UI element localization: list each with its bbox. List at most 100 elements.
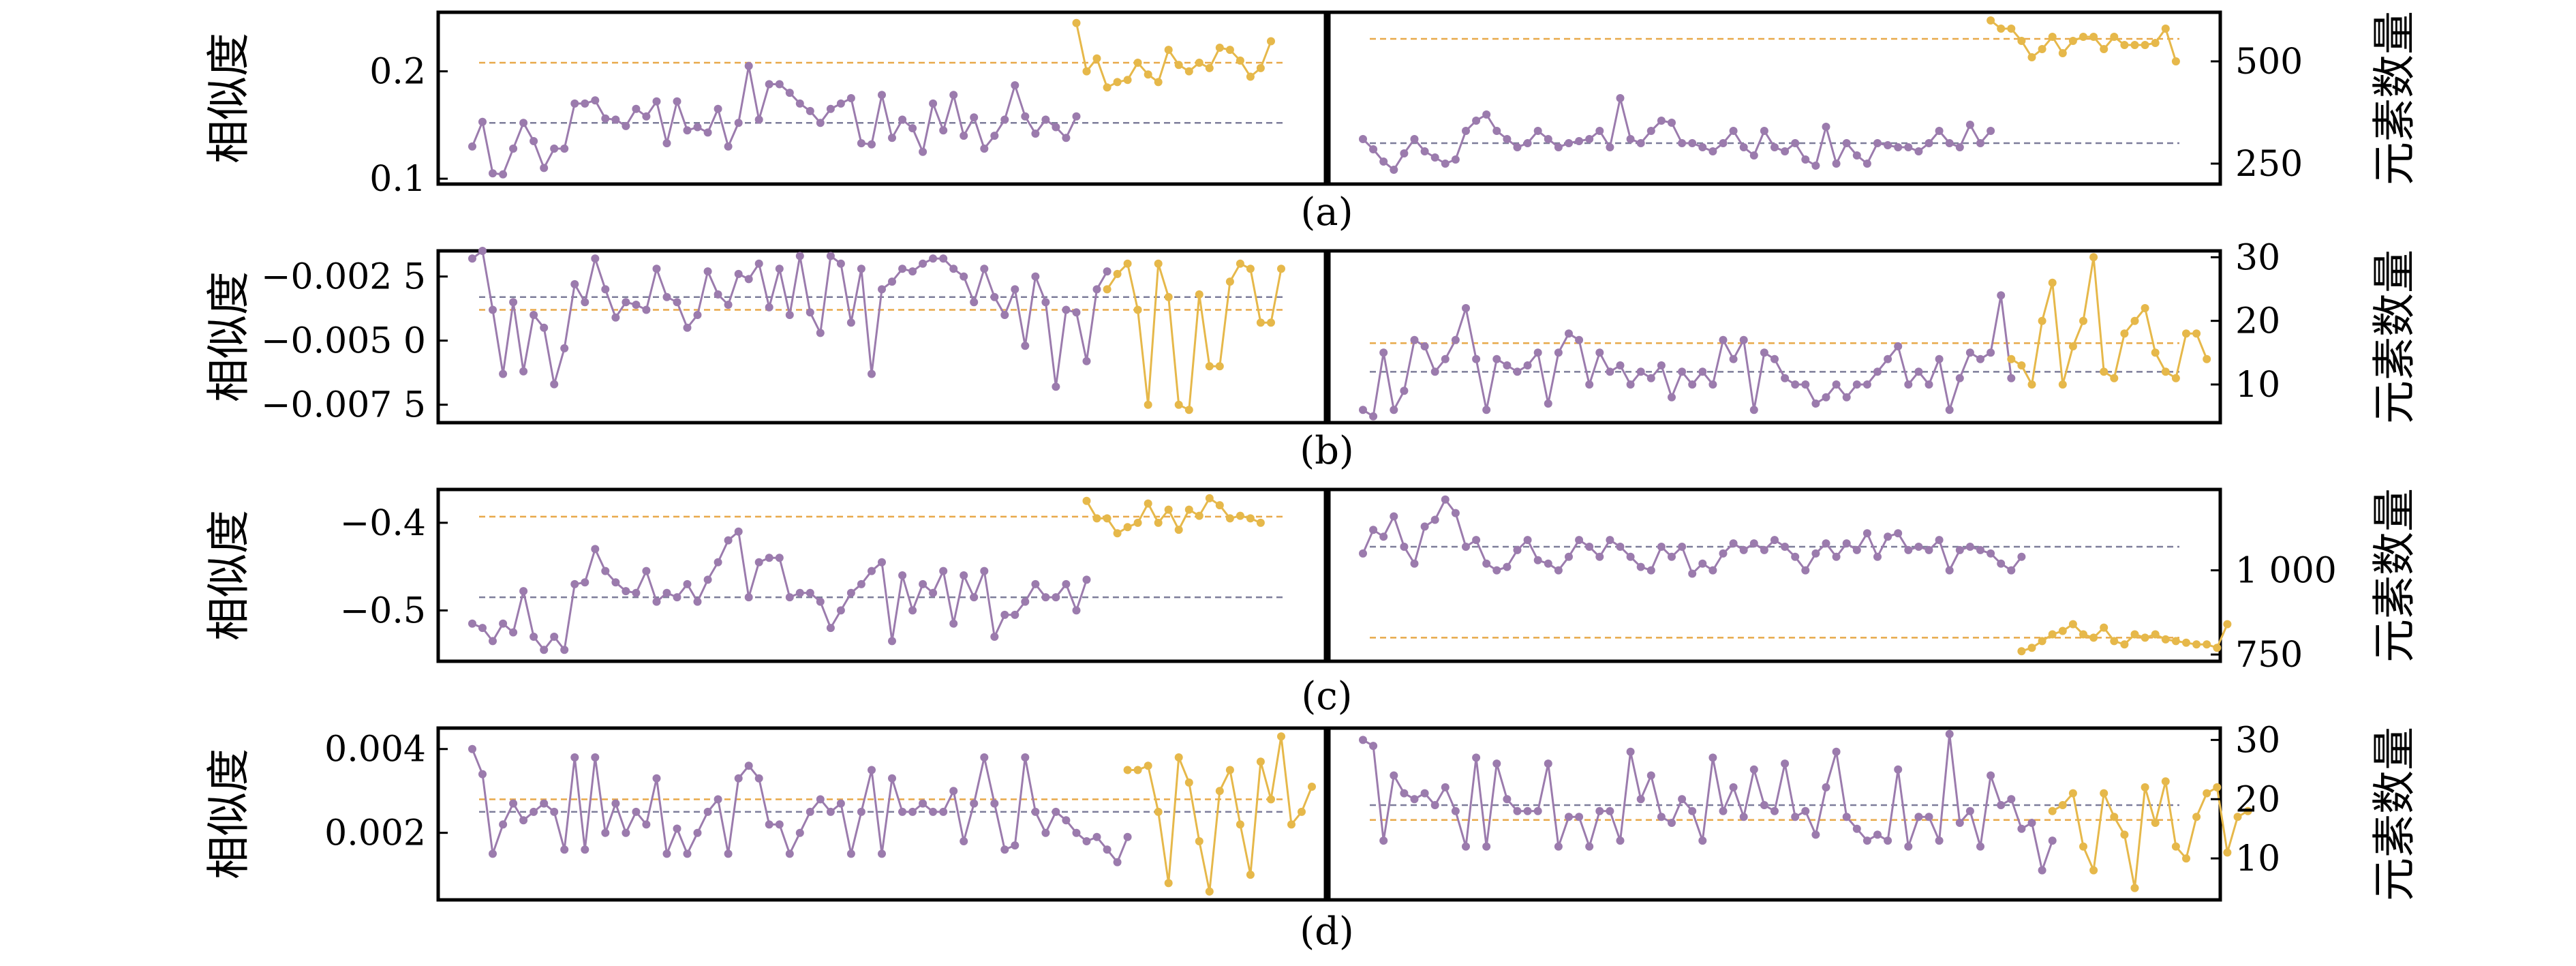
row-3-left-purple-point — [785, 593, 794, 602]
row-4-left-purple-point — [898, 807, 907, 816]
row-2-right-yellow-point — [2151, 348, 2160, 357]
row-3-right-purple-point — [1400, 543, 1409, 551]
row-4-left-purple-point — [836, 799, 845, 808]
row-2-left-purple-point — [560, 344, 569, 352]
row-3-right-purple-point — [1791, 552, 1800, 561]
row-4-right-yellow-point — [2100, 789, 2109, 798]
row-3-right-purple-point — [1688, 569, 1697, 578]
row-1-left-yellow-point — [1195, 59, 1203, 67]
row-1-right-purple-point — [1359, 135, 1367, 143]
row-3-right-purple-point — [1904, 545, 1913, 554]
row-4-right-purple-point — [1739, 813, 1748, 821]
row-3-left-ytick-label: −0.5 — [340, 590, 426, 631]
row-3-left-purple-point — [960, 571, 968, 579]
row-1-left-purple-point — [919, 147, 927, 156]
row-4-right-yellow-point — [2141, 783, 2149, 791]
row-3-left-purple-point — [714, 558, 722, 567]
row-2-left-purple-point — [601, 285, 610, 294]
row-1-left-purple-point — [489, 169, 497, 178]
row-1-right-purple-point — [1492, 127, 1501, 135]
row-3-left-purple-point — [846, 588, 855, 597]
row-2-right-purple-point — [1935, 354, 1944, 363]
row-3-left-yellow-point — [1184, 505, 1193, 514]
row-2-left-purple-point — [478, 247, 487, 255]
row-2-right-purple-point — [1904, 380, 1913, 389]
row-1-right-purple-point — [1729, 127, 1738, 135]
row-3-right-yellow-point — [2223, 620, 2232, 629]
row-2-left-purple-point — [919, 259, 927, 268]
row-1-left-purple-point — [1021, 112, 1030, 121]
row-4-left-purple-point — [1123, 832, 1132, 841]
row-2-right-purple-point — [1770, 354, 1779, 363]
row-4-left-purple-point — [1062, 816, 1071, 825]
row-4-right-ytick-label: 30 — [2235, 720, 2280, 761]
row-3-left-purple-point — [683, 579, 692, 588]
row-1-left-purple-point — [888, 134, 896, 142]
row-3-left-purple-point — [826, 624, 835, 633]
row-4-right-yellow-point — [2223, 848, 2232, 857]
row-3-left-purple-point — [888, 637, 896, 646]
row-4-left-purple-point — [591, 753, 600, 761]
row-1-right-purple-point — [1451, 155, 1460, 164]
row-4-right-purple-point — [2007, 795, 2016, 804]
row-4-right-purple-point — [1482, 842, 1491, 851]
row-1-right-yellow-point — [2141, 41, 2149, 49]
row-4-left-purple-point — [908, 807, 917, 816]
row-3-left-plot-frame — [436, 487, 1328, 663]
row-4-left-yellow-point — [1144, 761, 1152, 770]
row-4-left-purple-point — [468, 744, 476, 753]
row-4-right-yellow-point — [2151, 819, 2160, 827]
row-1-left-ytick-label: 0.2 — [369, 52, 426, 93]
row-1-caption: (a) — [1300, 190, 1353, 235]
row-4-right-yellow-point — [2171, 842, 2180, 851]
row-2-right-purple-point — [1976, 354, 1984, 363]
row-1-right-purple-point — [1904, 143, 1913, 151]
row-4-left-plot-frame — [436, 726, 1328, 902]
row-2-left-purple-point — [970, 298, 979, 307]
row-2-left-yellow-point — [1113, 269, 1122, 278]
row-2-left-purple-point — [724, 301, 733, 309]
row-1-right-purple-point — [1400, 149, 1409, 157]
row-1-right-purple-point — [1976, 139, 1984, 147]
row-3-right-purple-point — [1668, 552, 1676, 561]
row-1-left-purple-point — [734, 119, 743, 127]
row-2-left-purple-point — [1021, 342, 1030, 350]
row-2-left-series-yellow-line — [1106, 261, 1283, 412]
row-1-left-yellow-point — [1133, 59, 1142, 67]
row-1-left-purple-point — [785, 89, 794, 97]
row-3-left-yellow-point — [1144, 499, 1152, 508]
row-2-right-purple-point — [1832, 380, 1841, 389]
row-3-right-purple-point — [1914, 543, 1923, 551]
row-3-right-purple-point — [1832, 552, 1841, 561]
row-2-left-purple-point — [1041, 298, 1050, 307]
row-2-left-purple-point — [611, 313, 620, 322]
row-2-left-purple-point — [836, 259, 845, 268]
row-1-right-purple-point — [1606, 143, 1614, 151]
row-1-left-purple-point — [601, 114, 610, 123]
row-4-left-purple-point — [601, 828, 610, 837]
row-3-right-ytick-label: 750 — [2235, 635, 2303, 676]
row-4-right-purple-point — [1451, 806, 1460, 815]
row-2-left-purple-point — [662, 292, 671, 301]
row-3-right-purple-point — [1616, 543, 1625, 551]
row-3-right-purple-point — [1646, 566, 1655, 575]
row-1-right-purple-point — [1626, 135, 1635, 143]
row-3-left-purple-point — [980, 567, 989, 575]
row-1-left-purple-point — [816, 119, 825, 127]
row-1-left-purple-point — [990, 132, 999, 140]
row-4-right-purple-point — [1749, 765, 1758, 774]
row-1-right-purple-point — [1739, 143, 1748, 151]
row-1-left-yellow-point — [1184, 67, 1193, 76]
row-2-left-purple-point — [734, 269, 743, 278]
row-4-right-purple-point — [1791, 813, 1800, 821]
row-2-left-purple-point — [632, 301, 641, 309]
row-1-left-yellow-point — [1144, 70, 1152, 79]
row-2-right-purple-point — [1955, 374, 1964, 382]
row-4-right-purple-point — [1626, 747, 1635, 756]
row-2-left-yellow-point — [1133, 305, 1142, 314]
row-3-left-purple-point — [632, 588, 641, 597]
row-3-left-ytick-label: −0.4 — [340, 503, 426, 544]
row-2-right-purple-point — [1678, 367, 1687, 376]
row-3-right-purple-point — [2017, 552, 2026, 561]
row-3-right-purple-point — [1770, 536, 1779, 545]
